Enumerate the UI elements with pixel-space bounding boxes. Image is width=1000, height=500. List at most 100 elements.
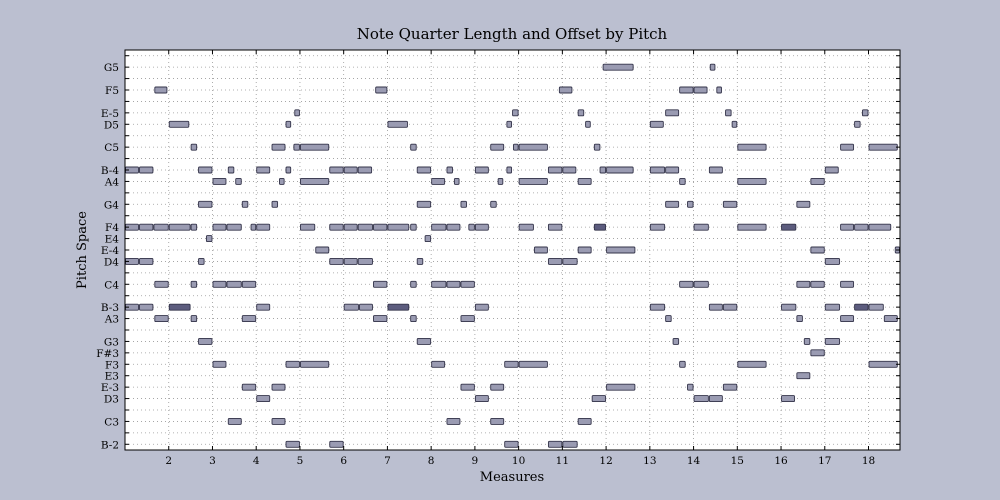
y-tick-label: B-3 bbox=[101, 302, 119, 314]
note-bar bbox=[577, 246, 592, 254]
note-bar bbox=[840, 223, 855, 231]
x-tick-label: 12 bbox=[599, 455, 612, 467]
note-bar bbox=[547, 166, 563, 174]
note-bar bbox=[665, 200, 680, 208]
note-bar bbox=[649, 223, 666, 231]
note-bar bbox=[810, 280, 825, 288]
note-bar bbox=[593, 143, 601, 151]
note-bar bbox=[387, 223, 410, 231]
note-bar bbox=[672, 337, 680, 345]
note-bar bbox=[585, 120, 591, 128]
note-bar bbox=[512, 109, 519, 117]
note-bar bbox=[299, 223, 316, 231]
y-tick-label: F3 bbox=[105, 359, 119, 371]
note-bar bbox=[343, 223, 358, 231]
x-tick-label: 13 bbox=[643, 455, 656, 467]
axis-ticks: 2 3 4 5 6 7 8 9 10 11 12 13 14 15 16 17 18 G5 F5 E-5D5 C5 B-4… bbox=[96, 50, 900, 467]
note-bar bbox=[665, 166, 680, 174]
note-bar bbox=[490, 383, 505, 391]
note-bar bbox=[737, 143, 767, 151]
note-bar bbox=[649, 303, 666, 311]
note-bar bbox=[824, 303, 841, 311]
note-bar bbox=[810, 177, 825, 185]
y-tick-label: E3 bbox=[105, 371, 119, 383]
note-bar bbox=[599, 166, 607, 174]
note-bar bbox=[373, 280, 388, 288]
note-bar bbox=[474, 223, 489, 231]
note-bar bbox=[593, 223, 607, 231]
note-bar bbox=[446, 223, 461, 231]
note-bar bbox=[285, 166, 292, 174]
note-bar bbox=[343, 166, 358, 174]
note-bar bbox=[602, 63, 634, 71]
note-bar bbox=[562, 257, 578, 265]
note-bar bbox=[512, 143, 519, 151]
note-bar bbox=[693, 280, 709, 288]
y-tick-label: E4 bbox=[105, 234, 120, 246]
chart-title: Note Quarter Length and Offset by Pitch bbox=[357, 25, 668, 43]
y-tick-label: E-4 bbox=[101, 245, 119, 257]
note-bar bbox=[547, 257, 563, 265]
note-bar bbox=[343, 303, 359, 311]
note-bar bbox=[460, 315, 475, 323]
note-bar bbox=[271, 200, 279, 208]
y-tick-label: G5 bbox=[104, 62, 119, 74]
note-bar bbox=[861, 109, 869, 117]
note-bar bbox=[410, 223, 417, 231]
note-bar bbox=[212, 360, 227, 368]
note-bar bbox=[518, 223, 534, 231]
note-bar bbox=[796, 200, 811, 208]
note-bar bbox=[446, 166, 453, 174]
note-bar bbox=[474, 395, 489, 403]
note-bar bbox=[497, 177, 504, 185]
note-bar bbox=[468, 223, 475, 231]
note-bar bbox=[722, 303, 738, 311]
note-bar bbox=[854, 303, 869, 311]
note-bar bbox=[558, 86, 573, 94]
note-bar bbox=[294, 109, 300, 117]
note-bar bbox=[781, 395, 795, 403]
plot-area bbox=[125, 50, 900, 450]
y-tick-label: A3 bbox=[104, 314, 119, 326]
note-bar bbox=[460, 200, 467, 208]
y-tick-label: C3 bbox=[104, 416, 119, 428]
note-bar bbox=[577, 177, 592, 185]
note-bar bbox=[271, 383, 286, 391]
note-bar bbox=[709, 63, 716, 71]
note-bar bbox=[190, 143, 198, 151]
note-bar bbox=[256, 223, 271, 231]
x-tick-label: 7 bbox=[384, 455, 391, 467]
note-bar bbox=[803, 337, 811, 345]
x-tick-label: 11 bbox=[556, 455, 569, 467]
note-bar bbox=[453, 177, 460, 185]
note-bar bbox=[357, 223, 373, 231]
note-bar bbox=[518, 143, 548, 151]
note-bar bbox=[868, 303, 884, 311]
y-tick-label: E-3 bbox=[101, 382, 119, 394]
note-bar bbox=[416, 166, 432, 174]
note-bar bbox=[490, 143, 505, 151]
note-bar bbox=[577, 417, 592, 425]
note-bar bbox=[154, 280, 169, 288]
note-bar bbox=[679, 280, 694, 288]
x-tick-label: 18 bbox=[862, 455, 875, 467]
note-bar bbox=[373, 315, 388, 323]
note-bar bbox=[506, 120, 513, 128]
note-bar bbox=[271, 143, 286, 151]
x-tick-label: 2 bbox=[165, 455, 172, 467]
note-bar bbox=[410, 143, 417, 151]
note-bar bbox=[693, 86, 708, 94]
note-bar bbox=[883, 315, 898, 323]
note-bar bbox=[285, 360, 300, 368]
note-bar bbox=[241, 315, 257, 323]
note-bar bbox=[198, 337, 213, 345]
note-bar bbox=[840, 315, 855, 323]
note-bar bbox=[299, 360, 330, 368]
note-bar bbox=[235, 177, 242, 185]
note-bar bbox=[387, 303, 410, 311]
note-bar bbox=[416, 337, 432, 345]
note-bar bbox=[431, 280, 447, 288]
x-tick-label: 14 bbox=[687, 455, 701, 467]
note-bar bbox=[687, 383, 694, 391]
note-bar bbox=[359, 303, 373, 311]
